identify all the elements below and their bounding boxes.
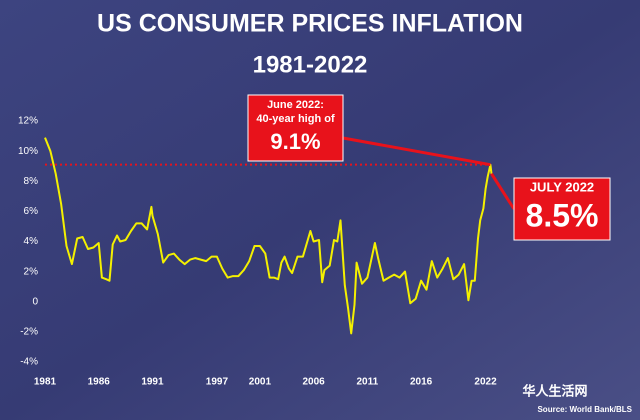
x-tick-label: 2006 [303, 377, 326, 388]
x-tick-label: 1986 [88, 377, 111, 388]
annotation-text: 40-year high of [256, 113, 335, 125]
y-tick-label: 2% [24, 266, 39, 277]
watermark: 华人生活网 [522, 383, 587, 398]
annotation-arrow [342, 136, 491, 167]
y-tick-label: 8% [24, 176, 39, 187]
x-tick-label: 1997 [206, 377, 229, 388]
annotation-arrow [490, 172, 516, 210]
x-tick-label: 1981 [34, 377, 57, 388]
annotation-box [513, 177, 611, 241]
y-tick-label: 10% [18, 146, 38, 157]
y-tick-label: -2% [20, 327, 38, 338]
x-tick-label: 1991 [141, 377, 164, 388]
annotation-text: June 2022: [267, 99, 324, 111]
annotation-text: JULY 2022 [530, 179, 594, 194]
y-tick-label: -4% [20, 357, 38, 368]
chart-title: US CONSUMER PRICES INFLATION [97, 10, 523, 38]
annotation-box [247, 94, 344, 162]
y-tick-label: 12% [18, 116, 38, 127]
annotation-value: 9.1% [270, 129, 320, 154]
y-tick-label: 4% [24, 236, 39, 247]
chart-subtitle: 1981-2022 [253, 51, 368, 78]
line [44, 137, 493, 335]
x-tick-label: 2011 [357, 377, 379, 388]
x-tick-label: 2016 [410, 377, 433, 388]
x-tick-label: 2022 [474, 377, 497, 388]
source: Source: World Bank/BLS [537, 405, 632, 414]
annotation-value: 8.5% [526, 197, 599, 233]
x-tick-label: 2001 [249, 377, 272, 388]
y-tick-label: 0 [32, 296, 38, 307]
y-tick-label: 6% [24, 206, 39, 217]
